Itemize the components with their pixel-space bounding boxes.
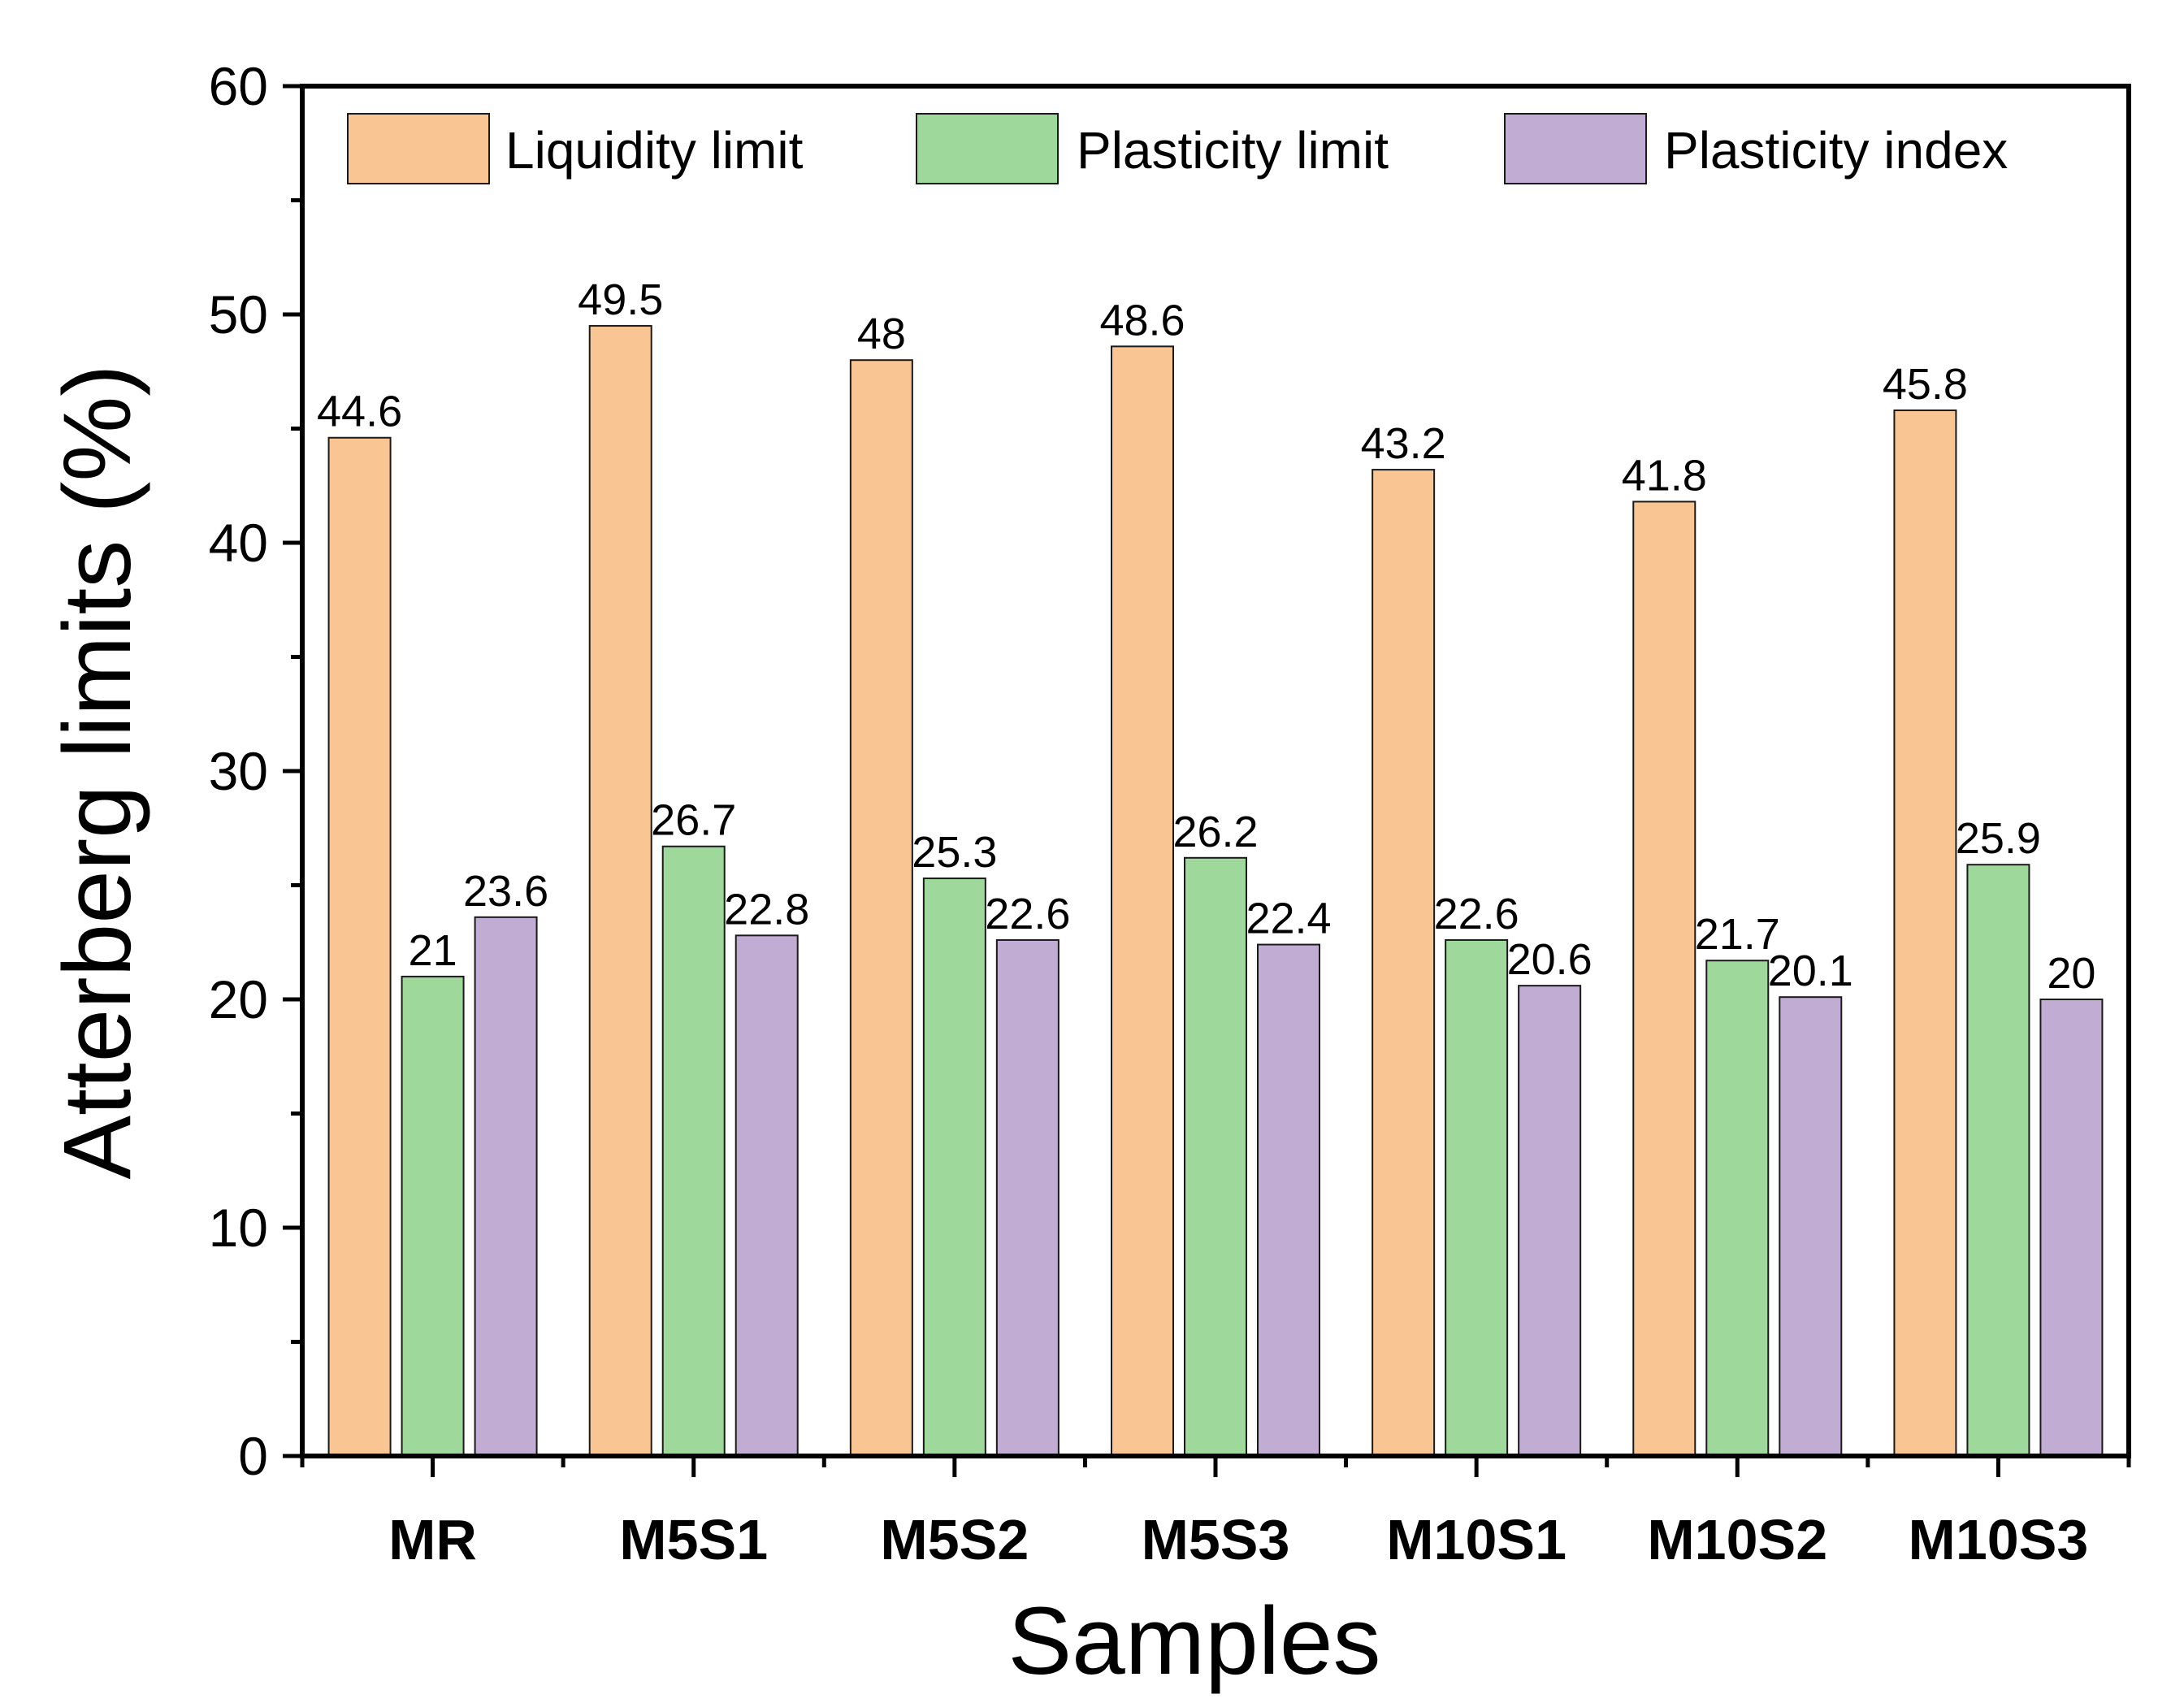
data-label: 26.7 bbox=[651, 796, 736, 845]
bar bbox=[1518, 985, 1582, 1457]
x-tick-label: M10S1 bbox=[1386, 1508, 1566, 1571]
data-label: 44.6 bbox=[317, 388, 402, 436]
legend-swatch bbox=[1504, 113, 1647, 184]
bar bbox=[1184, 856, 1247, 1457]
x-tick-label: M10S2 bbox=[1647, 1508, 1827, 1571]
data-label: 21.7 bbox=[1695, 910, 1780, 959]
data-label: 20.1 bbox=[1768, 947, 1853, 995]
x-tick-label: M5S1 bbox=[619, 1508, 768, 1571]
data-label: 20.6 bbox=[1507, 935, 1592, 984]
bar bbox=[1705, 960, 1770, 1457]
x-axis-title: Samples bbox=[1008, 1588, 1380, 1695]
x-tick-label: M5S3 bbox=[1142, 1508, 1290, 1571]
data-label: 23.6 bbox=[463, 867, 548, 916]
y-tick-label: 20 bbox=[209, 969, 268, 1029]
legend: Liquidity limit Plasticity limit Plasticit… bbox=[347, 113, 2008, 184]
legend-label: Plasticity index bbox=[1664, 121, 2008, 180]
bar bbox=[1372, 469, 1436, 1458]
data-label: 22.6 bbox=[1434, 890, 1519, 938]
data-label: 25.3 bbox=[912, 828, 997, 877]
y-axis-title: Atterberg limits (%) bbox=[44, 364, 151, 1179]
x-tick-label: M5S2 bbox=[880, 1508, 1029, 1571]
x-tick-label: MR bbox=[388, 1508, 477, 1571]
bar bbox=[327, 436, 392, 1457]
axis-ticks: 0 10 20 30 40 50 60 MR M5S1 M5S2 M5S3 M10S1 M10S2 M10… bbox=[209, 56, 2131, 1571]
data-label: 22.4 bbox=[1246, 895, 1331, 943]
x-tick-label: M10S3 bbox=[1909, 1508, 2089, 1571]
bar bbox=[588, 325, 652, 1457]
data-label: 49.5 bbox=[578, 275, 663, 324]
y-tick-label: 40 bbox=[209, 513, 268, 573]
y-tick-label: 0 bbox=[238, 1426, 268, 1486]
bar bbox=[995, 938, 1060, 1457]
bar bbox=[922, 878, 986, 1457]
data-label: 25.9 bbox=[1956, 814, 2041, 863]
bars bbox=[327, 325, 2104, 1458]
bar bbox=[474, 916, 538, 1457]
data-label: 26.2 bbox=[1172, 808, 1258, 856]
data-label: 45.8 bbox=[1883, 360, 1968, 409]
legend-swatch bbox=[347, 113, 490, 184]
bar bbox=[401, 975, 465, 1457]
legend-label: Plasticity limit bbox=[1077, 121, 1389, 180]
bar bbox=[1966, 864, 2030, 1457]
bar bbox=[661, 845, 726, 1457]
y-tick-label: 30 bbox=[209, 741, 268, 801]
data-label: 22.8 bbox=[724, 885, 809, 934]
data-label: 41.8 bbox=[1622, 451, 1707, 500]
data-label: 20 bbox=[2047, 949, 2095, 998]
bar bbox=[1893, 410, 1957, 1457]
bar bbox=[849, 359, 913, 1458]
bar bbox=[1632, 500, 1696, 1457]
data-label: 48.6 bbox=[1099, 296, 1185, 344]
bar bbox=[1445, 938, 1509, 1457]
data-label: 48 bbox=[857, 310, 906, 358]
data-label: 22.6 bbox=[985, 890, 1070, 938]
y-tick-label: 10 bbox=[209, 1198, 268, 1258]
bar bbox=[1779, 996, 1843, 1457]
data-label: 43.2 bbox=[1361, 419, 1446, 468]
bar bbox=[2039, 999, 2104, 1457]
legend-label: Liquidity limit bbox=[505, 121, 804, 180]
data-label: 21 bbox=[409, 926, 457, 975]
y-tick-label: 60 bbox=[209, 56, 268, 116]
y-tick-label: 50 bbox=[209, 284, 268, 344]
plot-frame bbox=[300, 84, 2131, 1458]
bar bbox=[1111, 345, 1174, 1458]
bar bbox=[734, 934, 799, 1457]
legend-swatch bbox=[916, 113, 1059, 184]
bar bbox=[1257, 943, 1320, 1458]
